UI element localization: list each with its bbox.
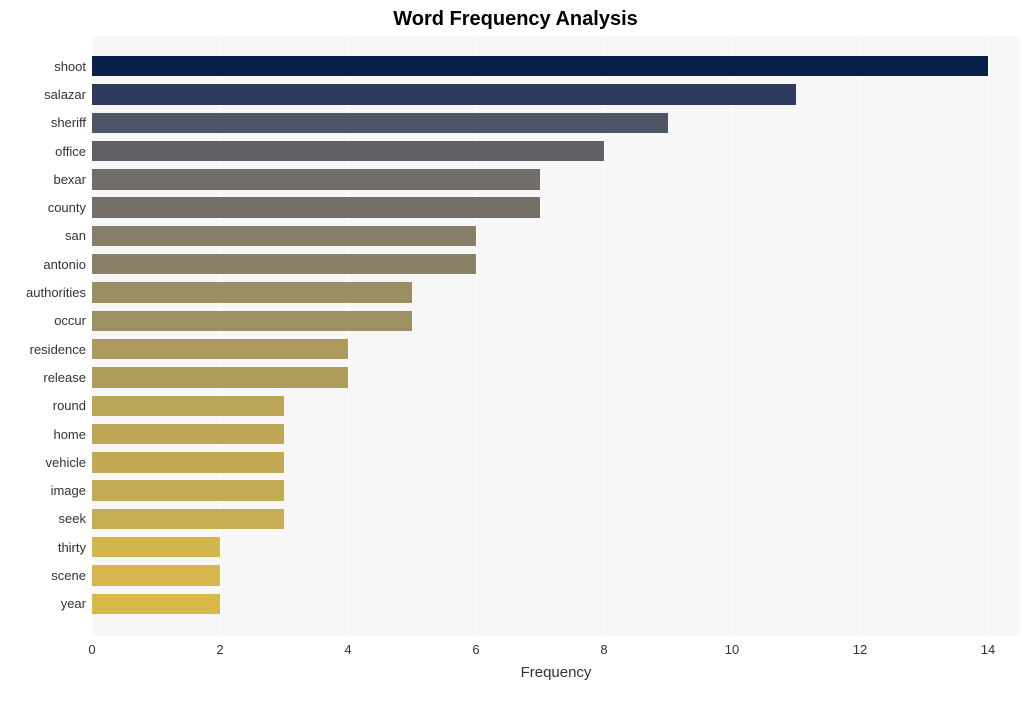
- bar: [92, 594, 220, 614]
- y-tick-label: release: [43, 370, 86, 385]
- y-tick-label: vehicle: [46, 455, 86, 470]
- bar: [92, 141, 604, 161]
- y-tick-label: round: [53, 398, 86, 413]
- x-tick-label: 10: [725, 642, 739, 657]
- y-tick-label: residence: [30, 342, 86, 357]
- y-tick-label: year: [61, 596, 86, 611]
- y-tick-label: home: [53, 427, 86, 442]
- y-tick-label: shoot: [54, 59, 86, 74]
- y-tick-label: image: [51, 483, 86, 498]
- grid-line: [988, 36, 989, 636]
- chart-title: Word Frequency Analysis: [0, 8, 1031, 31]
- x-tick-label: 2: [216, 642, 223, 657]
- bar: [92, 396, 284, 416]
- y-tick-label: scene: [51, 568, 86, 583]
- bar: [92, 480, 284, 500]
- bar: [92, 197, 540, 217]
- bar: [92, 254, 476, 274]
- y-tick-label: sheriff: [51, 115, 86, 130]
- bar: [92, 537, 220, 557]
- grid-line: [860, 36, 861, 636]
- x-tick-label: 8: [600, 642, 607, 657]
- y-tick-label: authorities: [26, 285, 86, 300]
- y-tick-label: bexar: [53, 172, 86, 187]
- chart-container: Word Frequency Analysis Frequency 0 2 4 6 8 1…: [0, 0, 1031, 701]
- x-tick-label: 0: [88, 642, 95, 657]
- y-tick-label: thirty: [58, 540, 86, 555]
- x-tick-label: 14: [981, 642, 995, 657]
- bar: [92, 509, 284, 529]
- bar: [92, 113, 668, 133]
- x-tick-label: 12: [853, 642, 867, 657]
- y-tick-label: office: [55, 144, 86, 159]
- y-tick-label: seek: [59, 511, 86, 526]
- bar: [92, 565, 220, 585]
- bar: [92, 339, 348, 359]
- y-tick-label: san: [65, 228, 86, 243]
- x-axis-title: Frequency: [92, 664, 1020, 681]
- y-tick-label: occur: [54, 313, 86, 328]
- y-tick-label: salazar: [44, 87, 86, 102]
- bar: [92, 56, 988, 76]
- grid-line: [732, 36, 733, 636]
- bar: [92, 452, 284, 472]
- bar: [92, 84, 796, 104]
- bar: [92, 311, 412, 331]
- bar: [92, 282, 412, 302]
- x-tick-label: 6: [472, 642, 479, 657]
- y-tick-label: county: [48, 200, 86, 215]
- bar: [92, 226, 476, 246]
- bar: [92, 169, 540, 189]
- plot-area: [92, 36, 1020, 636]
- bar: [92, 367, 348, 387]
- y-tick-label: antonio: [43, 257, 86, 272]
- x-tick-label: 4: [344, 642, 351, 657]
- bar: [92, 424, 284, 444]
